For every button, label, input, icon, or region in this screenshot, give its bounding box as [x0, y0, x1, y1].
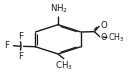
Text: O: O: [101, 21, 108, 30]
Text: NH$_2$: NH$_2$: [50, 3, 68, 15]
Text: CH$_3$: CH$_3$: [55, 60, 73, 72]
Text: CH$_3$: CH$_3$: [108, 31, 124, 44]
Text: F: F: [18, 52, 23, 61]
Text: O: O: [100, 33, 107, 42]
Text: F: F: [18, 31, 23, 41]
Text: F: F: [4, 41, 9, 50]
